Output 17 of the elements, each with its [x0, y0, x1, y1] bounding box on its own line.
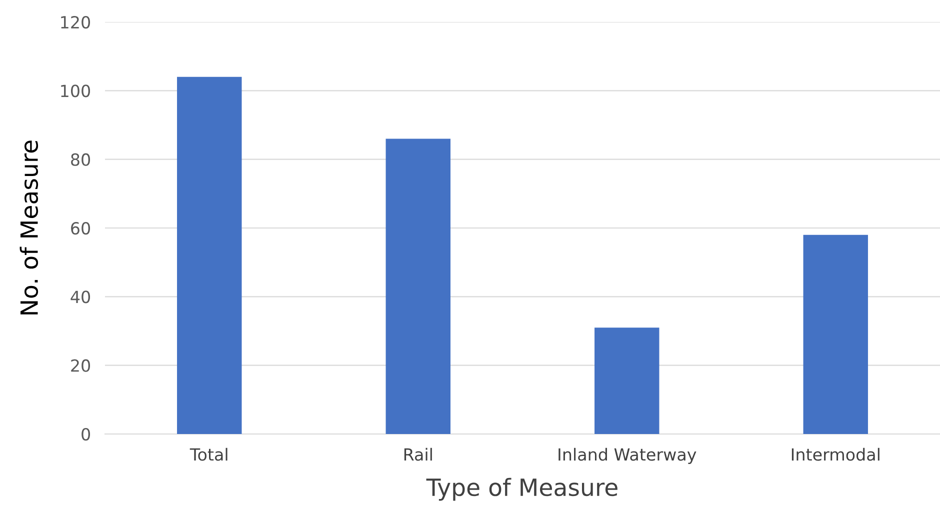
- y-tick-label: 60: [71, 222, 90, 235]
- y-tick-label: 120: [61, 16, 90, 29]
- x-axis-title: Type of Measure: [426, 478, 618, 501]
- bar: [803, 234, 868, 434]
- y-tick-label: 20: [71, 359, 90, 372]
- bar: [386, 138, 450, 434]
- x-tick-label: Intermodal: [792, 448, 880, 461]
- x-tick-label: Rail: [404, 448, 432, 461]
- y-tick-label: 40: [70, 290, 90, 304]
- y-axis-title: No. of Measure: [20, 140, 38, 314]
- y-tick-label: 80: [71, 153, 90, 166]
- bar: [594, 328, 660, 434]
- x-tick-label: Inland Waterway: [558, 448, 696, 464]
- y-tick-label: 0: [82, 428, 90, 441]
- x-tick-label: Total: [190, 448, 228, 461]
- bar: [177, 76, 242, 434]
- y-tick-label: 100: [61, 84, 90, 98]
